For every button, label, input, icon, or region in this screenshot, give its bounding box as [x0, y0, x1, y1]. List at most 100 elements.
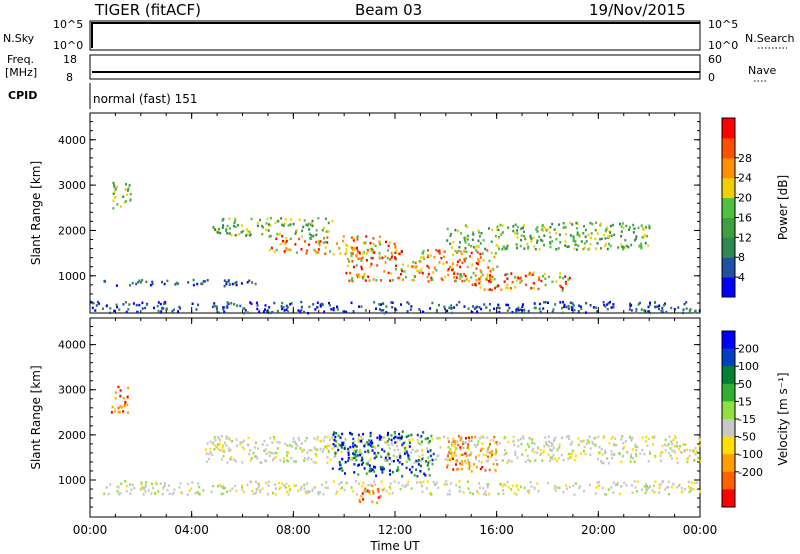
echo-pixel — [122, 195, 125, 198]
echo-pixel — [98, 302, 100, 305]
echo-pixel — [584, 235, 587, 238]
colorbar-tick-label: 12 — [738, 231, 752, 244]
echo-pixel — [341, 432, 344, 436]
echo-pixel — [411, 448, 414, 451]
echo-pixel — [371, 484, 374, 488]
echo-pixel — [491, 267, 494, 270]
echo-pixel — [636, 445, 639, 449]
echo-pixel — [549, 241, 551, 244]
echo-pixel — [671, 457, 673, 460]
echo-pixel — [164, 481, 166, 485]
echo-pixel — [549, 245, 552, 249]
echo-pixel — [226, 490, 229, 493]
echo-pixel — [513, 443, 516, 447]
echo-pixel — [528, 445, 531, 449]
echo-pixel — [213, 448, 216, 451]
echo-pixel — [479, 467, 482, 471]
echo-pixel — [622, 227, 625, 230]
echo-pixel — [478, 482, 480, 485]
echo-pixel — [220, 492, 223, 496]
echo-pixel — [248, 452, 251, 456]
echo-pixel — [251, 281, 254, 284]
echo-pixel — [363, 467, 366, 470]
echo-pixel — [567, 304, 570, 308]
echo-pixel — [359, 449, 361, 452]
echo-pixel — [438, 249, 441, 252]
echo-pixel — [378, 235, 381, 238]
echo-pixel — [480, 275, 482, 279]
echo-pixel — [113, 184, 116, 187]
echo-pixel — [611, 435, 614, 439]
echo-pixel — [514, 223, 517, 226]
echo-pixel — [511, 280, 514, 284]
echo-pixel — [596, 232, 599, 235]
echo-pixel — [630, 437, 633, 440]
echo-pixel — [480, 447, 483, 451]
echo-pixel — [157, 309, 160, 313]
echo-pixel — [487, 266, 490, 269]
echo-pixel — [500, 233, 503, 236]
echo-pixel — [542, 451, 545, 454]
echo-pixel — [303, 448, 306, 452]
echo-pixel — [601, 486, 604, 490]
echo-pixel — [459, 241, 461, 244]
echo-pixel — [273, 250, 276, 254]
echo-pixel — [124, 480, 127, 483]
echo-pixel — [507, 303, 509, 307]
x-tick-label: 12:00 — [378, 523, 413, 537]
echo-pixel — [610, 449, 613, 453]
echo-pixel — [187, 281, 190, 284]
echo-pixel — [279, 233, 282, 236]
echo-pixel — [369, 434, 372, 438]
echo-pixel — [90, 300, 93, 304]
echo-pixel — [398, 432, 401, 436]
echo-pixel — [683, 302, 686, 306]
echo-pixel — [355, 449, 358, 452]
echo-pixel — [359, 453, 362, 457]
echo-pixel — [415, 459, 418, 463]
echo-pixel — [504, 435, 507, 438]
echo-pixel — [164, 300, 167, 304]
echo-pixel — [571, 440, 574, 444]
echo-pixel — [651, 489, 654, 492]
echo-pixel — [110, 411, 113, 414]
velocity-echo-region — [204, 434, 702, 465]
echo-pixel — [499, 483, 502, 486]
echo-pixel — [259, 461, 262, 464]
echo-pixel — [217, 231, 220, 234]
echo-pixel — [602, 436, 605, 439]
echo-pixel — [300, 442, 303, 445]
echo-pixel — [427, 254, 430, 257]
echo-pixel — [303, 457, 306, 460]
echo-pixel — [559, 301, 562, 304]
echo-pixel — [164, 302, 167, 305]
echo-pixel — [201, 282, 204, 286]
echo-pixel — [513, 231, 516, 235]
echo-pixel — [408, 439, 411, 442]
echo-pixel — [371, 441, 374, 445]
echo-pixel — [512, 440, 515, 443]
cpid-label: CPID — [8, 89, 37, 102]
echo-pixel — [261, 224, 264, 228]
echo-pixel — [354, 480, 357, 483]
echo-pixel — [644, 491, 647, 495]
echo-pixel — [485, 306, 488, 309]
echo-pixel — [374, 483, 377, 486]
echo-pixel — [271, 310, 274, 314]
echo-pixel — [577, 437, 580, 440]
echo-pixel — [550, 441, 553, 445]
echo-pixel — [528, 460, 531, 463]
echo-pixel — [426, 447, 428, 450]
echo-pixel — [658, 304, 661, 307]
echo-pixel — [379, 437, 382, 440]
echo-pixel — [446, 239, 449, 242]
echo-pixel — [427, 266, 430, 269]
echo-pixel — [494, 453, 497, 456]
echo-pixel — [371, 248, 374, 252]
echo-pixel — [374, 244, 377, 248]
echo-pixel — [390, 438, 393, 442]
echo-pixel — [277, 233, 280, 236]
echo-pixel — [520, 234, 523, 237]
echo-pixel — [126, 395, 129, 399]
echo-pixel — [597, 480, 600, 484]
